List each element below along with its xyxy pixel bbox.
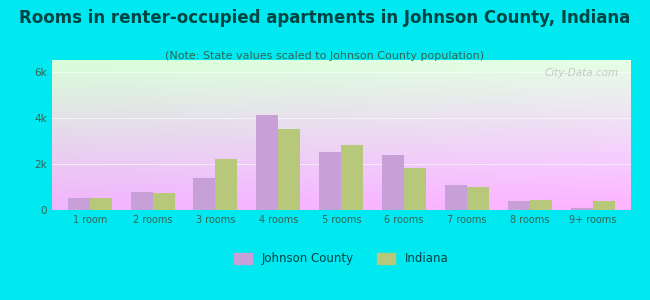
Text: Rooms in renter-occupied apartments in Johnson County, Indiana: Rooms in renter-occupied apartments in J… — [20, 9, 630, 27]
Bar — [278, 129, 300, 210]
Bar — [593, 201, 615, 210]
Bar — [194, 178, 216, 210]
Bar — [467, 187, 489, 210]
Bar — [90, 199, 112, 210]
Text: City-Data.com: City-Data.com — [545, 68, 619, 77]
Bar — [404, 169, 426, 210]
Bar — [571, 208, 593, 210]
Bar — [319, 152, 341, 210]
Bar — [530, 200, 552, 210]
Bar — [256, 116, 278, 210]
Bar — [341, 146, 363, 210]
Bar — [131, 191, 153, 210]
Bar — [68, 199, 90, 210]
Legend: Johnson County, Indiana: Johnson County, Indiana — [229, 248, 453, 270]
Text: (Note: State values scaled to Johnson County population): (Note: State values scaled to Johnson Co… — [166, 51, 484, 61]
Bar — [445, 184, 467, 210]
Bar — [153, 193, 175, 210]
Bar — [382, 154, 404, 210]
Bar — [508, 201, 530, 210]
Bar — [216, 159, 237, 210]
